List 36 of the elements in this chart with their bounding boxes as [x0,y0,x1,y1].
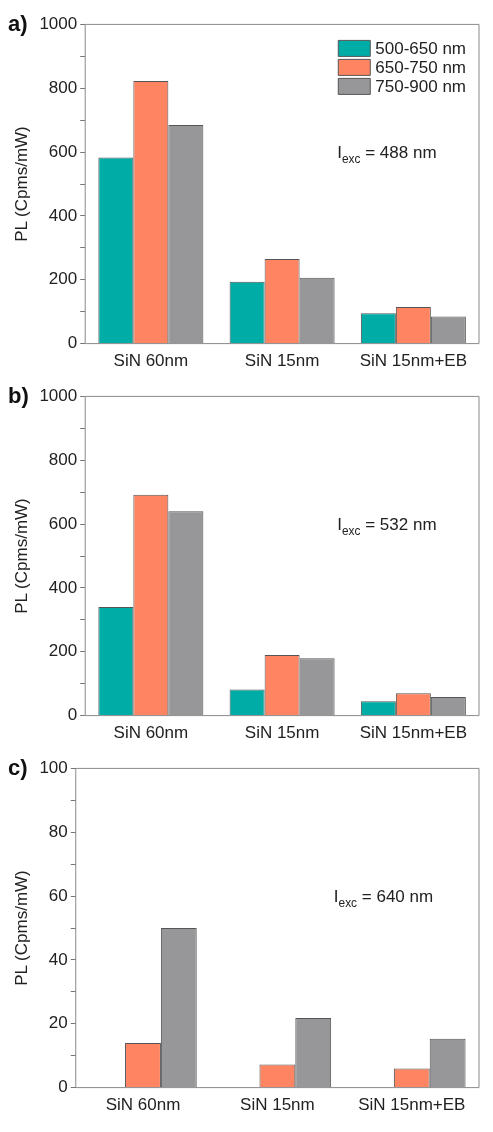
y-tick-label: 200 [48,269,78,289]
y-tick-label: 600 [48,141,78,161]
y-tick-label: 0 [58,1077,68,1097]
y-tick-label: 1000 [39,386,78,406]
x-tick-label: SiN 60nm [113,723,189,743]
y-tick-label: 80 [48,821,68,841]
y-tick-label: 1000 [39,14,78,34]
x-tick-label: SiN 15nm+EB [359,351,467,371]
y-axis-title: PL (Cpms/mW) [11,498,31,614]
x-tick-label: SiN 60nm [105,1095,181,1115]
x-tick-label: SiN 15nm [240,1095,315,1115]
legend-label: 500-650 nm [375,39,467,59]
chart-title: a) [8,11,28,37]
x-tick-label: SiN 15nm+EB [359,723,467,743]
x-tick-label: SiN 60nm [113,351,189,371]
y-tick-label: 0 [67,333,78,353]
y-tick-label: 400 [48,205,78,225]
y-tick-label: 600 [48,513,78,533]
y-axis-title: PL (Cpms/mW) [11,126,31,242]
legend-label: 650-750 nm [375,58,467,78]
y-tick-label: 40 [48,949,68,969]
y-tick-label: 0 [67,705,78,725]
y-tick-label: 200 [48,641,78,661]
y-tick-label: 60 [48,885,68,905]
chart-title: c) [8,755,28,781]
y-axis-title: PL (Cpms/mW) [11,870,31,986]
y-tick-label: 400 [48,577,78,597]
x-tick-label: SiN 15nm+EB [358,1095,466,1115]
x-tick-label: SiN 15nm [244,351,320,371]
y-tick-label: 800 [48,449,78,469]
y-tick-label: 100 [39,758,68,778]
chart-title: b) [8,383,29,409]
x-tick-label: SiN 15nm [244,723,320,743]
y-tick-label: 800 [48,77,78,97]
y-tick-label: 20 [48,1013,68,1033]
legend-label: 750-900 nm [375,77,467,97]
